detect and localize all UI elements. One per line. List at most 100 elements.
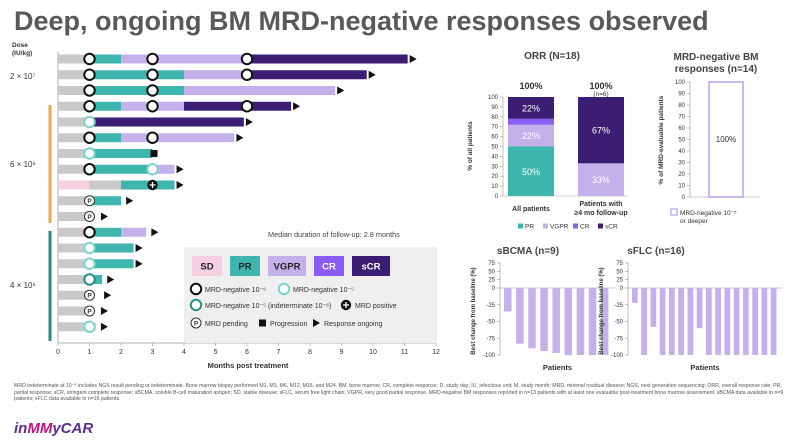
swimmer-segment-scr	[247, 70, 367, 80]
waterfall-bar	[715, 288, 721, 355]
dose-label-4e6: 4 × 10⁶	[10, 281, 36, 290]
orr-legend-swatch-pr	[518, 223, 523, 229]
waterfall-y-tick-label: 75	[616, 261, 623, 267]
waterfall-y-tick-label: 25	[488, 278, 495, 284]
waterfall-y-tick-label: 0	[620, 286, 624, 292]
waterfall-bar	[761, 288, 768, 355]
dose-label-6e6: 6 × 10⁶	[10, 160, 36, 169]
mrd-y-tick-label: 30	[678, 161, 685, 167]
mrd-pending-marker	[84, 305, 95, 317]
mrd-y-tick-label: 90	[678, 92, 685, 98]
swimmer-x-tick-label: 5	[214, 349, 218, 356]
swimmer-segment-pre	[58, 306, 90, 316]
orr-y-tick-label: 20	[491, 174, 498, 180]
swimmer-segment-pr	[89, 70, 184, 80]
mrd-y-tick-label: 40	[678, 149, 685, 155]
swimmer-segment-vgpr	[184, 70, 247, 80]
mrd-neg-1e-6-marker	[146, 68, 159, 81]
swimmer-segment-pr	[89, 101, 121, 111]
waterfall-y-tick-label: -25	[614, 303, 623, 309]
orr-bar-vgpr	[578, 163, 624, 196]
waterfall-y-tick-label: -25	[486, 303, 495, 309]
mrd-data-label: 100%	[716, 135, 736, 144]
waterfall-bar	[687, 288, 694, 355]
swimmer-segment-scr	[247, 54, 408, 64]
median-follow-up-note: Median duration of follow-up: 2.8 months	[268, 230, 400, 239]
dose-header: Dose	[12, 42, 28, 49]
legend-box-label-sd: SD	[200, 262, 213, 273]
waterfall-y-tick-label: 75	[488, 261, 495, 267]
mrd-neg-1e-6-marker	[146, 84, 159, 97]
waterfall-bar	[600, 288, 609, 355]
legend-box-label-pr: PR	[238, 262, 251, 273]
swimmer-segment-pr	[89, 275, 103, 284]
swimmer-segment-pr	[89, 164, 153, 174]
swimmer-row	[58, 133, 244, 143]
waterfall-bar	[504, 288, 512, 312]
swimmer-row	[58, 117, 253, 127]
mrd-neg-1e-6-marker	[146, 52, 159, 66]
swimmer-row	[58, 275, 115, 284]
mrd-title-line1: MRD-negative BM	[673, 52, 758, 63]
swimmer-row	[58, 227, 159, 237]
swimmer-segment-pre	[89, 180, 121, 190]
mrd-y-tick-label: 100	[675, 80, 686, 86]
slide-title: Deep, ongoing BM MRD-negative responses …	[14, 6, 709, 36]
orr-y-tick-label: 80	[491, 115, 498, 121]
swimmer-segment-pre	[58, 243, 90, 253]
waterfall-y-tick-label: 0	[492, 286, 496, 292]
response-ongoing-arrow	[135, 259, 143, 268]
swimmer-x-tick-label: 3	[151, 349, 155, 356]
mrd-neg-1e-5-marker	[277, 282, 291, 296]
mrd-neg-1e-6-marker	[146, 100, 159, 113]
swimmer-x-tick-label: 2	[119, 349, 123, 356]
swimmer-segment-sd	[58, 180, 90, 190]
response-ongoing-arrow	[236, 133, 244, 142]
waterfall-bar	[669, 288, 675, 355]
orr-y-tick-label: 0	[495, 194, 499, 200]
waterfall-y-tick-label: -50	[614, 320, 623, 326]
legend-mrd-neg-5: MRD-negative 10⁻⁵	[293, 287, 354, 294]
swimmer-segment-pr	[89, 243, 134, 253]
orr-y-tick-label: 50	[491, 145, 498, 151]
legend-box-pr	[230, 256, 260, 276]
orr-legend-label-cr: CR	[580, 224, 590, 231]
mrd-neg-1e-5-marker	[83, 147, 96, 160]
response-ongoing-arrow	[100, 322, 108, 331]
swimmer-row	[58, 259, 143, 269]
response-ongoing-arrow	[151, 228, 159, 237]
legend-ongoing-arrow	[313, 319, 320, 327]
mrd-indeterminate-marker	[83, 273, 96, 286]
mrd-neg-1e-5-marker	[83, 115, 96, 129]
waterfall-bar	[724, 288, 731, 355]
swimmer-row	[58, 306, 108, 316]
mrd-title-line2: responses (n=14)	[675, 64, 758, 75]
mrd-neg-1e-6-marker	[83, 100, 96, 113]
waterfall-bar	[743, 288, 749, 355]
mrd-neg-1e-6-marker	[146, 131, 159, 144]
mrd-legend-label-line2: or deeper	[680, 218, 709, 225]
waterfall-y-label: Best change from baseline (%)	[471, 267, 477, 354]
mrd-neg-1e-5-marker	[83, 257, 96, 270]
response-ongoing-arrow	[176, 181, 184, 189]
waterfall-bar	[632, 288, 638, 303]
waterfall-bar	[770, 288, 777, 355]
swimmer-row	[58, 70, 376, 80]
mrd-pending-letter: P	[87, 293, 92, 300]
swimmer-segment-vgpr	[121, 133, 235, 143]
dose-header-unit: (IU/kg)	[12, 50, 32, 57]
orr-data-label: 22%	[522, 131, 540, 141]
swimmer-row	[58, 86, 345, 95]
mrd-pending-marker	[190, 317, 202, 329]
orr-y-label: % of all patients	[467, 121, 474, 171]
swimmer-segment-pre	[58, 86, 90, 95]
swimmer-row	[58, 243, 143, 253]
waterfall-bar	[659, 288, 666, 355]
orr-data-label: 22%	[522, 103, 540, 113]
mrd-y-tick-label: 10	[678, 184, 685, 190]
orr-legend-swatch-vgpr	[543, 223, 548, 229]
orr-data-label: 50%	[522, 167, 540, 177]
swimmer-segment-pr	[89, 54, 121, 64]
mrd-neg-1e-6-marker	[240, 68, 254, 81]
